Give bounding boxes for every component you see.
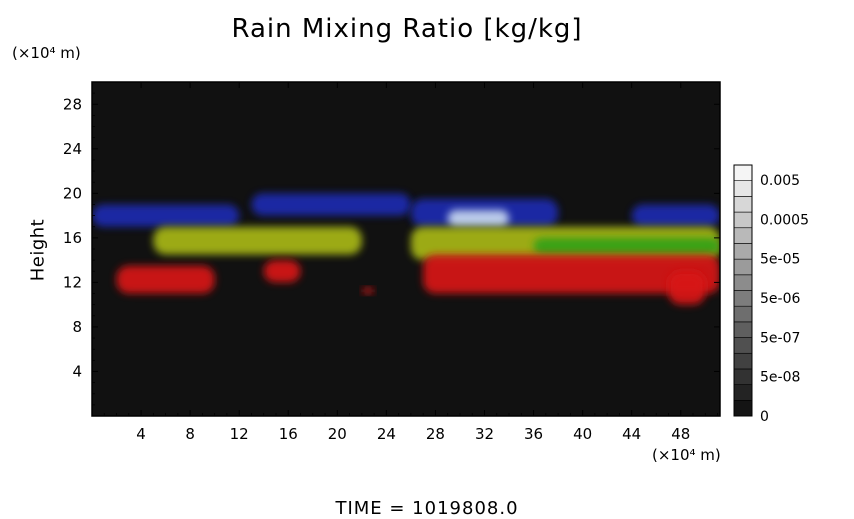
colorbar-segment: [733, 337, 753, 354]
colorbar-label: 5e-06: [760, 291, 800, 307]
data-region-high-layer: [251, 193, 411, 216]
colorbar-label: 0.0005: [760, 212, 809, 228]
data-region-high-layer-peak: [447, 210, 510, 227]
data-region-low-layer: [263, 260, 301, 283]
y-tick-label: 8: [72, 318, 82, 336]
y-tick-label: 20: [63, 184, 82, 202]
colorbar-label: 5e-05: [760, 252, 800, 268]
x-tick-label: 44: [622, 425, 641, 443]
x-tick-label: 28: [426, 425, 445, 443]
y-tick-label: 28: [63, 95, 82, 113]
y-tick-label: 4: [72, 362, 82, 380]
x-tick-label: 8: [185, 425, 195, 443]
colorbar-segment: [733, 180, 753, 197]
colorbar-segment: [733, 384, 753, 401]
colorbar-segment: [733, 243, 753, 260]
colorbar-segment: [733, 305, 753, 323]
chart-title: Rain Mixing Ratio [kg/kg]: [231, 14, 583, 44]
colorbar-segment: [733, 290, 753, 307]
colorbar-segment: [733, 352, 753, 370]
colorbar-label: 5e-07: [760, 330, 800, 346]
x-tick-label: 36: [524, 425, 543, 443]
x-tick-label: 4: [136, 425, 146, 443]
colorbar-label: 0: [760, 409, 769, 425]
x-tick-label: 32: [475, 425, 494, 443]
colorbar-segment: [733, 321, 753, 338]
data-region-low-layer: [668, 271, 706, 305]
y-tick-label: 12: [63, 273, 82, 291]
data-region-high-layer: [631, 204, 720, 227]
colorbar-segment: [733, 227, 753, 244]
colorbar-segment: [733, 211, 753, 229]
x-tick-label: 40: [573, 425, 592, 443]
x-tick-label: 48: [671, 425, 690, 443]
x-axis-unit: (×10⁴ m): [652, 446, 721, 464]
y-tick-label: 16: [63, 229, 82, 247]
y-tick-label: 24: [63, 140, 82, 158]
colorbar-label: 0.005: [760, 173, 800, 189]
data-region-mid-layer: [153, 226, 362, 255]
x-tick-label: 24: [377, 425, 396, 443]
colorbar-segment: [733, 400, 753, 417]
x-tick-label: 20: [328, 425, 347, 443]
x-tick-label: 12: [230, 425, 249, 443]
data-region-low-layer: [116, 265, 215, 294]
colorbar-segment: [733, 164, 753, 181]
data-region-high-layer: [92, 204, 240, 227]
colorbar-frame: [733, 164, 753, 417]
colorbar-segment: [733, 196, 753, 213]
data-region-low-layer: [423, 254, 720, 294]
colorbar-label: 5e-08: [760, 370, 800, 386]
y-axis-unit: (×10⁴ m): [12, 44, 81, 62]
time-label: TIME = 1019808.0: [335, 498, 519, 519]
colorbar-segment: [733, 258, 753, 276]
x-tick-label: 16: [279, 425, 298, 443]
data-region-low-layer: [361, 287, 375, 294]
data-region-mid-layer-green: [533, 237, 720, 255]
colorbar-segment: [733, 368, 753, 385]
colorbar-segment: [733, 274, 753, 291]
